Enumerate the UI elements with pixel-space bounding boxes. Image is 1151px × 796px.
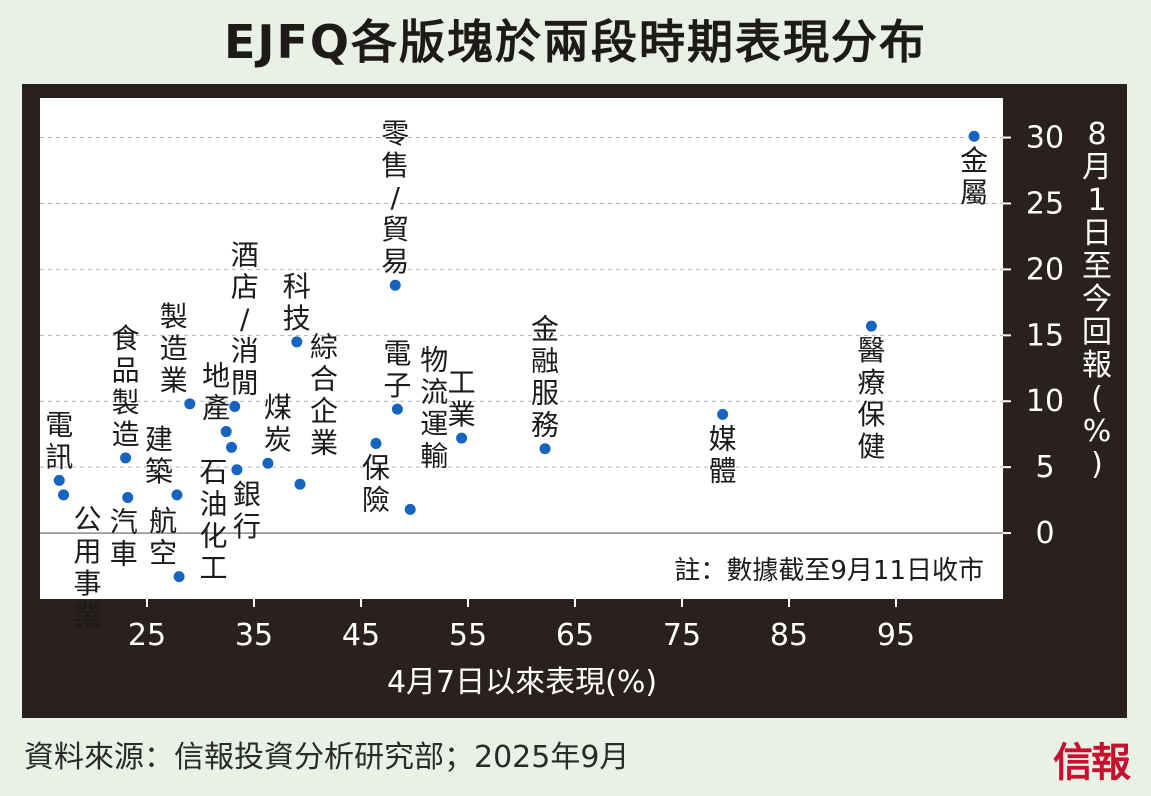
x-tick-label: 55 xyxy=(449,618,487,653)
point-label: 石油化工 xyxy=(200,455,228,584)
x-tick-label: 95 xyxy=(877,618,915,653)
x-tick-label: 25 xyxy=(128,618,166,653)
point-label: 科技 xyxy=(283,270,311,335)
point-label: 公用事業 xyxy=(74,503,102,632)
data-point xyxy=(220,426,232,438)
point-label: 酒店/消閒 xyxy=(231,239,259,400)
data-points xyxy=(53,130,980,583)
publisher-logo: 信報 xyxy=(1053,739,1131,786)
point-label: 航空 xyxy=(149,505,177,570)
data-point xyxy=(404,503,416,515)
data-point xyxy=(291,336,303,348)
data-point xyxy=(120,452,132,464)
data-point xyxy=(370,437,382,449)
axis-ticks: 0 5 10 15 20 25 30 25 35 45 55 65 75 85 95 xyxy=(128,121,1064,653)
x-tick-label: 75 xyxy=(663,618,701,653)
y-axis-label: 8 月 1 日至今回報(%) xyxy=(1082,117,1112,482)
data-point xyxy=(262,457,274,469)
point-label: 保險 xyxy=(362,451,390,516)
point-label: 綜合企業 xyxy=(310,330,338,459)
data-point xyxy=(226,441,238,453)
plot-area xyxy=(40,98,1003,599)
point-label: 工業 xyxy=(448,366,476,431)
point-label: 金屬 xyxy=(960,144,988,209)
data-point xyxy=(456,432,468,444)
point-label: 電子 xyxy=(383,337,411,402)
x-tick-label: 35 xyxy=(235,618,273,653)
y-tick-label: 15 xyxy=(1026,318,1064,353)
point-label: 零售/貿易 xyxy=(381,117,409,278)
data-point xyxy=(294,478,306,490)
y-tick-label: 20 xyxy=(1026,252,1064,287)
y-tick-label: 30 xyxy=(1026,121,1064,156)
y-tick-label: 10 xyxy=(1026,384,1064,419)
y-tick-label: 0 xyxy=(1035,516,1054,551)
point-label: 地產 xyxy=(202,360,230,425)
y-tick-label: 5 xyxy=(1035,450,1054,485)
source-note: 資料來源：信報投資分析研究部；2025年9月 xyxy=(24,740,630,775)
x-tick-label: 65 xyxy=(556,618,594,653)
data-point xyxy=(58,489,70,501)
data-point xyxy=(231,464,243,476)
data-point xyxy=(122,491,134,503)
point-label: 金融服務 xyxy=(531,313,559,442)
data-point xyxy=(539,443,551,455)
point-label: 煤炭 xyxy=(264,391,292,456)
data-point xyxy=(171,489,183,501)
data-point xyxy=(229,401,241,413)
point-label: 媒體 xyxy=(709,422,737,487)
point-label: 醫療保健 xyxy=(857,334,885,463)
y-tick-label: 25 xyxy=(1026,186,1064,221)
chart-title: EJFQ各版塊於兩段時期表現分布 xyxy=(223,15,928,69)
chart-frame: 0 5 10 15 20 25 30 25 35 45 55 65 75 85 95 電訊公用事業 食品製造汽… xyxy=(22,84,1127,718)
data-point xyxy=(968,130,980,142)
x-axis-label: 4月7日以來表現(%) xyxy=(387,665,657,700)
data-point xyxy=(53,474,65,486)
data-point xyxy=(173,571,185,583)
point-label: 建築 xyxy=(145,423,173,488)
data-point xyxy=(391,403,403,415)
point-label: 汽車 xyxy=(110,505,138,570)
data-point xyxy=(865,320,877,332)
x-tick-label: 45 xyxy=(342,618,380,653)
point-label: 製造業 xyxy=(160,300,188,397)
data-point xyxy=(389,279,401,291)
data-point xyxy=(184,398,196,410)
note: 註：數據截至9月11日收市 xyxy=(674,556,984,586)
x-tick-label: 85 xyxy=(770,618,808,653)
point-label: 銀行 xyxy=(233,478,261,543)
data-point xyxy=(717,408,729,420)
point-label: 食品製造 xyxy=(112,322,140,451)
grid-lines xyxy=(40,137,1003,534)
point-label: 物流運輸 xyxy=(420,343,448,472)
point-label: 電訊 xyxy=(45,408,73,473)
